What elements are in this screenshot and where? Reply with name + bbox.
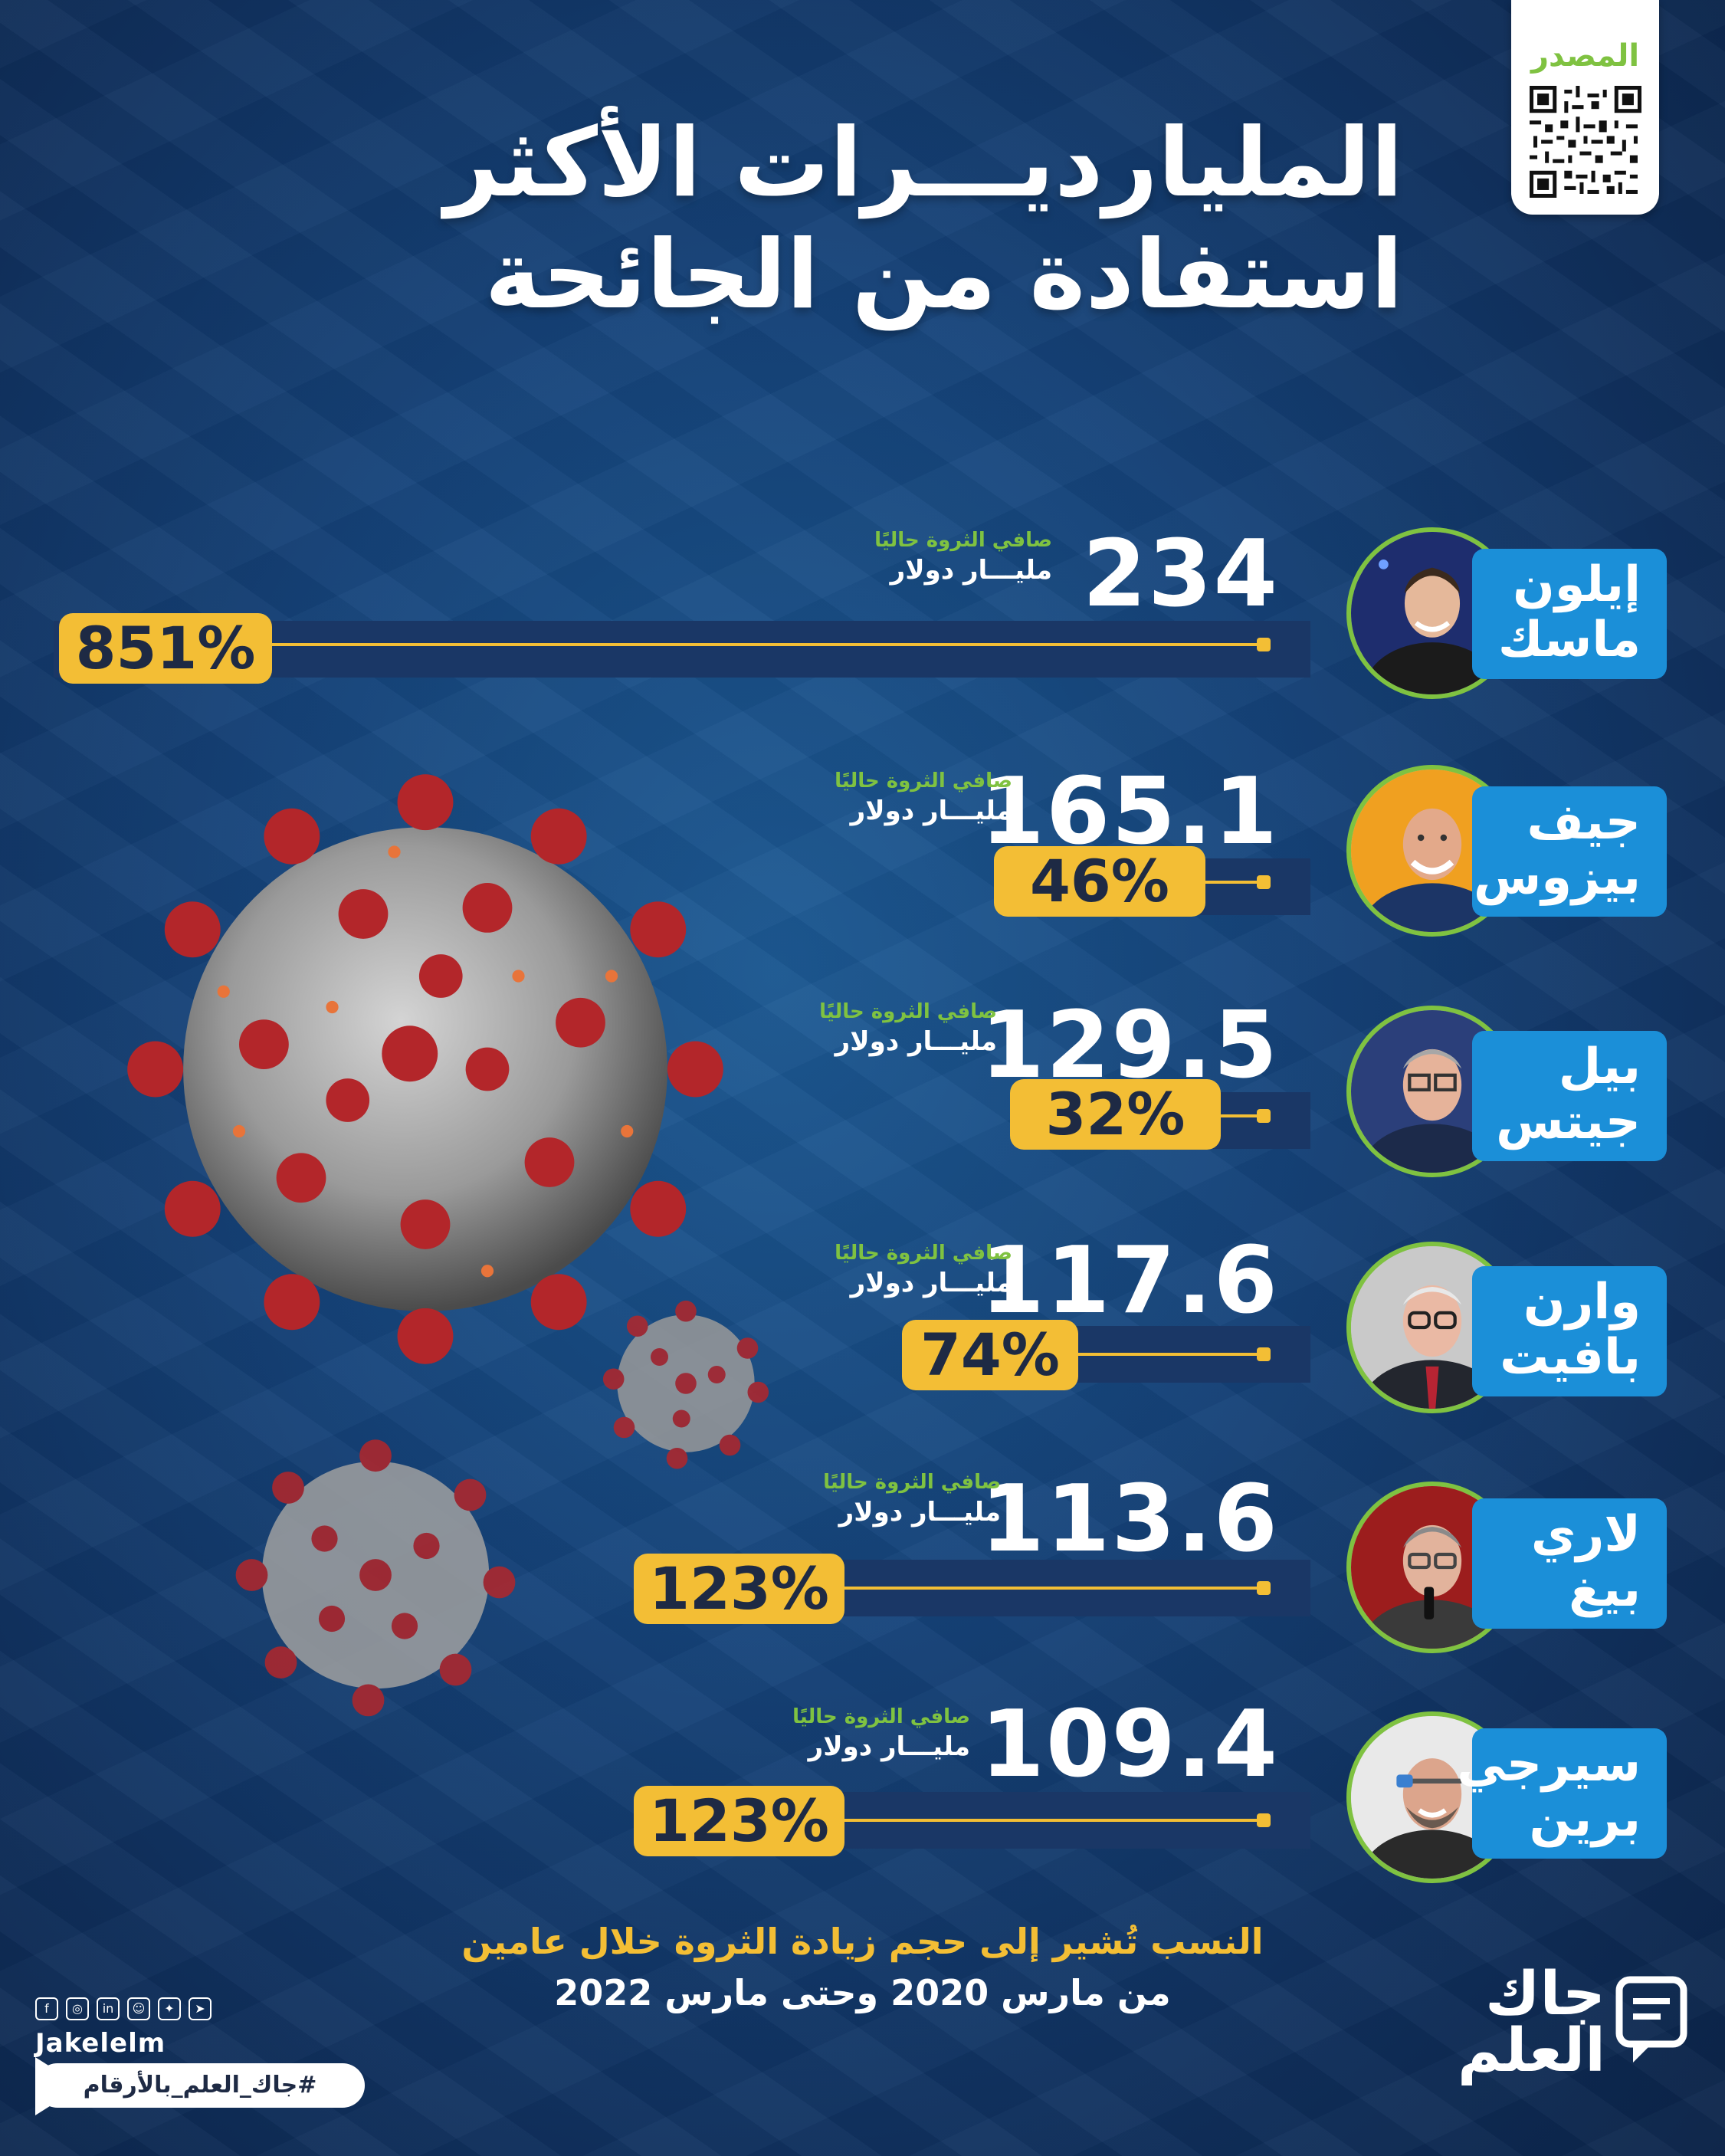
net-worth-caption: صافي الثروة حاليًا مليـــار دولار: [823, 1471, 1001, 1528]
net-worth-value: 234: [1082, 521, 1279, 628]
first-name: جيف: [1527, 794, 1641, 851]
net-worth-unit: مليـــار دولار: [850, 1268, 1012, 1298]
linkedin-icon[interactable]: in: [97, 1997, 120, 2020]
first-name: سيرجي: [1457, 1736, 1641, 1793]
name-tab: وارن بافيت: [1472, 1266, 1667, 1396]
increase-percent: 46%: [994, 846, 1205, 917]
name-tab: سيرجي برين: [1457, 1728, 1667, 1859]
title-line-1: المليارديـــرات الأكثر: [444, 108, 1403, 218]
bar-end-dot: [1257, 875, 1271, 889]
net-worth-value: 165.1: [980, 759, 1279, 865]
net-worth-label: صافي الثروة حاليًا: [819, 1000, 997, 1023]
last-name: برين: [1529, 1790, 1641, 1848]
increase-percent: 32%: [1010, 1079, 1221, 1150]
net-worth-unit: مليـــار دولار: [850, 796, 1012, 826]
small-virus-illustration: [602, 1300, 769, 1469]
net-worth-value: 129.5: [980, 993, 1279, 1099]
last-name: بيغ: [1569, 1560, 1641, 1618]
increase-percent: 123%: [634, 1786, 844, 1856]
net-worth-unit: مليـــار دولار: [838, 1497, 1001, 1528]
net-worth-label: صافي الثروة حاليًا: [874, 529, 1052, 552]
bar-line: [1202, 881, 1267, 884]
snapchat-icon[interactable]: ☺: [127, 1997, 150, 2020]
billionaire-row-musk: 851% 234 صافي الثروة حاليًا مليـــار دول…: [0, 521, 1725, 705]
logo-line-1: جاك: [1485, 1960, 1605, 2029]
net-worth-caption: صافي الثروة حاليًا مليـــار دولار: [874, 529, 1052, 586]
bar-end-dot: [1257, 1109, 1271, 1123]
social-icons: f ◎ in ☺ ✦ ➤: [35, 1997, 212, 2020]
increase-percent: 74%: [902, 1320, 1078, 1390]
bar-line: [843, 1819, 1267, 1822]
name-tab: إيلون ماسك: [1472, 549, 1667, 679]
bar-line: [843, 1587, 1267, 1590]
last-name: بافيت: [1500, 1328, 1641, 1386]
net-worth-caption: صافي الثروة حاليًا مليـــار دولار: [819, 1000, 997, 1057]
first-name: لاري: [1530, 1506, 1641, 1563]
social-links: f ◎ in ☺ ✦ ➤ Jakelelm: [35, 1997, 212, 2059]
telegram-icon[interactable]: ➤: [189, 1997, 212, 2020]
net-worth-value: 117.6: [980, 1228, 1279, 1334]
footnote-line-1: النسب تُشير إلى حجم زيادة الثروة خلال عا…: [461, 1921, 1264, 1962]
bar-end-dot: [1257, 1347, 1271, 1361]
billionaire-row-bezos: 46% 165.1 صافي الثروة حاليًا مليـــار دو…: [0, 759, 1725, 943]
net-worth-label: صافي الثروة حاليًا: [792, 1705, 970, 1728]
source-box[interactable]: المصدر: [1511, 0, 1659, 215]
bar-end-dot: [1257, 1813, 1271, 1827]
first-name: إيلون: [1513, 556, 1641, 613]
billionaire-row-buffett: 74% 117.6 صافي الثروة حاليًا مليـــار دو…: [0, 1226, 1725, 1413]
twitter-icon[interactable]: ✦: [158, 1997, 181, 2020]
net-worth-label: صافي الثروة حاليًا: [823, 1471, 1001, 1494]
logo-line-2: العلم: [1457, 2017, 1605, 2086]
bar-line: [1073, 1353, 1267, 1356]
net-worth-unit: مليـــار دولار: [808, 1731, 970, 1762]
instagram-icon[interactable]: ◎: [66, 1997, 89, 2020]
name-tab: جيف بيزوس: [1472, 786, 1667, 917]
page-title: المليارديـــرات الأكثر استفادة من الجائح…: [254, 107, 1403, 332]
facebook-icon[interactable]: f: [35, 1997, 58, 2020]
brand-logo: جاك العلم: [1457, 1960, 1697, 2119]
increase-percent: 851%: [59, 613, 272, 684]
last-name: جيتس: [1496, 1093, 1641, 1150]
billionaire-row-page: 123% 113.6 صافي الثروة حاليًا مليـــار د…: [0, 1460, 1725, 1653]
hashtag-pill[interactable]: #جاك_العلم_بالأرقام: [35, 2063, 365, 2108]
net-worth-value: 113.6: [980, 1466, 1279, 1573]
net-worth-caption: صافي الثروة حاليًا مليـــار دولار: [835, 770, 1012, 826]
qr-code-icon[interactable]: [1530, 86, 1641, 198]
name-tab: لاري بيغ: [1472, 1498, 1667, 1629]
net-worth-value: 109.4: [980, 1692, 1279, 1798]
first-name: وارن: [1523, 1274, 1641, 1331]
last-name: بيزوس: [1473, 848, 1641, 906]
net-worth-caption: صافي الثروة حاليًا مليـــار دولار: [835, 1242, 1012, 1298]
net-worth-unit: مليـــار دولار: [835, 1026, 997, 1057]
footnote: النسب تُشير إلى حجم زيادة الثروة خلال عا…: [0, 1916, 1725, 2018]
net-worth-label: صافي الثروة حاليًا: [835, 1242, 1012, 1265]
first-name: بيل: [1558, 1039, 1641, 1095]
bar-end-dot: [1257, 1581, 1271, 1595]
name-tab: بيل جيتس: [1472, 1031, 1667, 1161]
chat-bubble-icon: [1615, 1976, 1687, 2062]
social-handle: Jakelelm: [35, 2028, 166, 2059]
bar-end-dot: [1257, 638, 1271, 651]
bar-line: [1215, 1114, 1267, 1117]
play-icon[interactable]: [35, 2057, 81, 2115]
net-worth-label: صافي الثروة حاليًا: [835, 770, 1012, 793]
large-virus-illustration: [127, 774, 723, 1364]
net-worth-unit: مليـــار دولار: [890, 555, 1052, 586]
billionaire-row-gates: 32% 129.5 صافي الثروة حاليًا مليـــار دو…: [0, 993, 1725, 1177]
medium-virus-illustration: [235, 1439, 516, 1717]
footnote-line-2: من مارس 2020 وحتى مارس 2022: [554, 1971, 1171, 2013]
logo-text: جاك العلم: [1457, 1960, 1605, 2086]
source-label: المصدر: [1530, 38, 1640, 74]
net-worth-caption: صافي الثروة حاليًا مليـــار دولار: [792, 1705, 970, 1762]
bar-line: [268, 643, 1268, 646]
last-name: ماسك: [1497, 611, 1641, 668]
increase-percent: 123%: [634, 1554, 844, 1624]
billionaire-row-brin: 123% 109.4 صافي الثروة حاليًا مليـــار د…: [0, 1690, 1725, 1883]
title-line-2: استفادة من الجائحة: [484, 220, 1403, 331]
